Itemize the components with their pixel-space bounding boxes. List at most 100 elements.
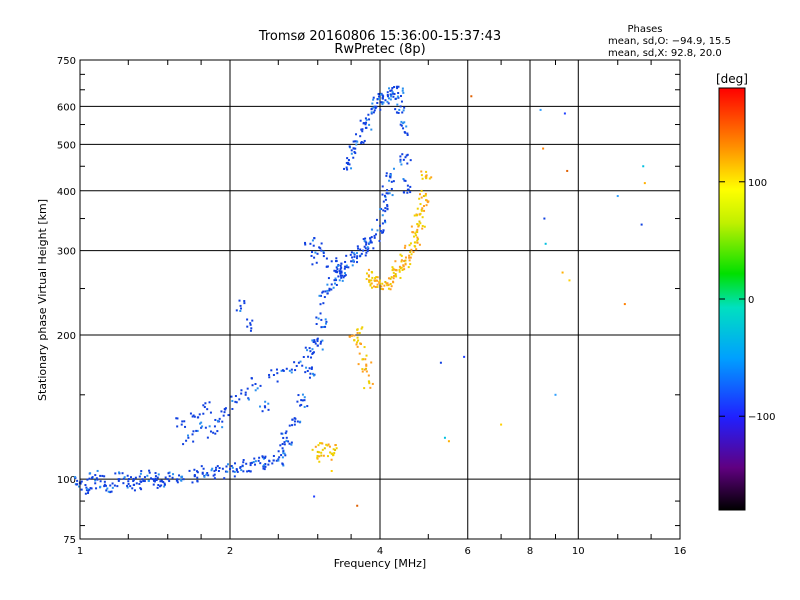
echo-mark [368, 279, 371, 282]
echo-mark [398, 270, 401, 273]
data-point [337, 275, 340, 278]
echo-mark [408, 259, 411, 262]
echo-mark [216, 430, 219, 433]
echo-mark [351, 256, 354, 259]
echo-mark [372, 106, 375, 109]
echo-mark [370, 286, 373, 289]
echo-mark [236, 470, 239, 473]
echo-mark [290, 443, 293, 446]
data-point [320, 249, 323, 252]
echo-mark [246, 470, 249, 473]
echo-mark [375, 218, 378, 221]
echo-mark [415, 230, 418, 233]
echo-mark [378, 280, 381, 283]
echo-mark [414, 232, 417, 235]
echo-mark [127, 478, 130, 481]
echo-mark [402, 265, 405, 268]
echo-mark [361, 358, 364, 361]
echo-mark [371, 276, 374, 279]
echo-mark [338, 279, 341, 282]
echo-mark [403, 106, 406, 109]
echo-mark [349, 253, 352, 256]
echo-mark [357, 363, 360, 366]
echo-mark [267, 402, 270, 405]
echo-mark [203, 406, 206, 409]
x-tick-label: 1 [77, 546, 83, 557]
echo-mark [363, 387, 366, 390]
echo-mark [364, 123, 367, 126]
echo-mark [243, 300, 246, 303]
echo-mark [195, 470, 198, 473]
echo-mark [379, 208, 382, 211]
data-point [293, 420, 296, 423]
echo-mark [329, 451, 332, 454]
echo-mark [414, 241, 417, 244]
echo-mark [399, 158, 402, 161]
echo-mark [140, 488, 143, 491]
echo-mark [117, 478, 120, 481]
echo-mark [226, 470, 229, 473]
echo-mark [330, 288, 333, 291]
echo-mark [257, 459, 260, 462]
echo-mark [365, 354, 368, 357]
echo-mark [316, 454, 319, 457]
echo-mark [185, 439, 188, 442]
echo-mark [111, 482, 114, 485]
echo-mark [388, 87, 391, 90]
echo-mark [316, 338, 319, 341]
x-tick-label: 8 [527, 546, 533, 557]
echo-mark [420, 209, 423, 212]
echo-mark [402, 178, 405, 181]
echo-mark [326, 289, 329, 292]
echo-mark [139, 487, 142, 490]
echo-mark [318, 246, 321, 249]
echo-mark [430, 176, 433, 179]
data-point [320, 454, 323, 457]
echo-mark [413, 235, 416, 238]
echo-mark [291, 418, 294, 421]
echo-mark [262, 467, 265, 470]
echo-mark [384, 210, 387, 213]
echo-mark [99, 485, 102, 488]
echo-mark [319, 294, 322, 297]
data-point [539, 108, 542, 111]
echo-mark [372, 96, 375, 99]
data-point [418, 220, 421, 223]
data-point [135, 482, 138, 485]
series-scattered-o-mode-echoes [175, 237, 347, 446]
data-point [187, 436, 190, 439]
echo-mark [327, 443, 330, 446]
echo-mark [319, 303, 322, 306]
echo-mark [322, 252, 325, 255]
echo-mark [393, 268, 396, 271]
echo-mark [395, 275, 398, 278]
data-point [206, 472, 209, 475]
echo-mark [381, 222, 384, 225]
echo-mark [356, 332, 359, 335]
data-point [376, 101, 379, 104]
echo-mark [285, 439, 288, 442]
echo-mark [316, 340, 319, 343]
echo-mark [376, 229, 379, 232]
echo-mark [103, 483, 106, 486]
echo-mark [311, 339, 314, 342]
echo-mark [332, 453, 335, 456]
echo-mark [382, 229, 385, 232]
echo-mark [415, 248, 418, 251]
echo-mark [404, 179, 407, 182]
x-axis-label: Frequency [MHz] [334, 557, 426, 570]
echo-mark [400, 259, 403, 262]
chart-title: Tromsø 20160806 15:36:00-15:37:43 [258, 29, 501, 44]
data-point [379, 224, 381, 227]
echo-mark [284, 454, 287, 457]
echo-mark [368, 123, 371, 126]
echo-mark [339, 272, 342, 275]
echo-mark [360, 128, 363, 131]
echo-mark [350, 152, 353, 155]
echo-mark [89, 472, 92, 475]
data-point [346, 162, 349, 165]
echo-mark [417, 238, 420, 241]
echo-mark [358, 352, 361, 355]
echo-mark [365, 241, 368, 244]
echo-mark [356, 140, 359, 143]
